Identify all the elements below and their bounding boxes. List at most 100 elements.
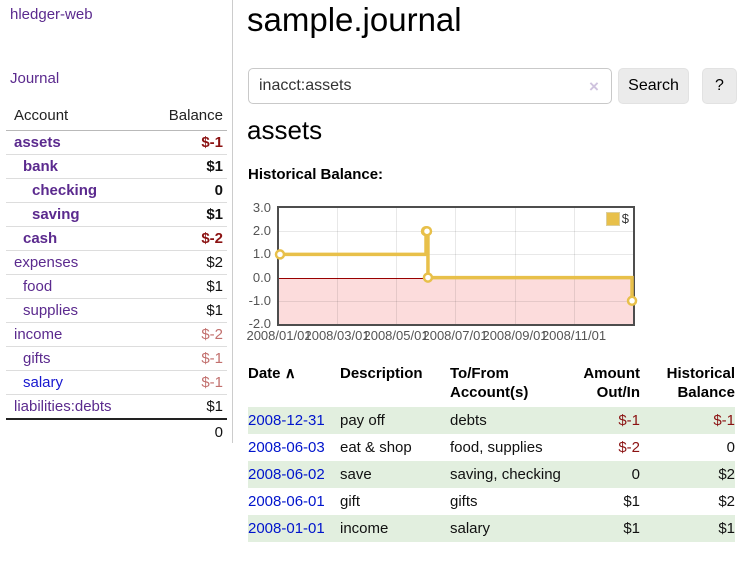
transaction-row[interactable]: 2008-06-01 gift gifts $1 $2 bbox=[248, 488, 735, 515]
account-balance: $-1 bbox=[201, 374, 223, 391]
sidebar-divider bbox=[232, 0, 233, 443]
account-balance: $1 bbox=[206, 278, 223, 295]
sidebar-total-value: 0 bbox=[214, 424, 223, 441]
transaction-balance: 0 bbox=[726, 439, 735, 456]
x-axis-tick: 2008/09/01 bbox=[482, 328, 548, 343]
transaction-amount: $-2 bbox=[618, 439, 640, 456]
legend-label: $ bbox=[621, 211, 629, 226]
sidebar-accounts: assets $-1 bank $1 checking 0 saving $1 cash $-2 e… bbox=[6, 131, 227, 419]
transaction-description: gift bbox=[340, 493, 361, 510]
register-header-row: Date ∧ Description To/From Account(s) Am… bbox=[248, 362, 735, 407]
balance-column-header: Historical Balance bbox=[666, 365, 735, 401]
x-axis-tick: 2008/01/01 bbox=[246, 328, 312, 343]
sidebar-accounts-table: Account Balance assets $-1 bank $1 checking 0… bbox=[6, 104, 227, 444]
clear-search-icon[interactable]: × bbox=[589, 77, 599, 96]
transaction-description: eat & shop bbox=[340, 439, 412, 456]
account-balance: $1 bbox=[206, 206, 223, 223]
account-heading: assets bbox=[247, 115, 323, 145]
account-balance: $-1 bbox=[201, 350, 223, 367]
transaction-date-link[interactable]: 2008-06-03 bbox=[248, 439, 325, 456]
account-row: cash $-2 bbox=[6, 227, 227, 251]
search-input[interactable] bbox=[248, 68, 612, 104]
account-balance: $2 bbox=[206, 254, 223, 271]
account-row: salary $-1 bbox=[6, 371, 227, 395]
account-row: food $1 bbox=[6, 275, 227, 299]
account-balance: $1 bbox=[206, 158, 223, 175]
brand-link[interactable]: hledger-web bbox=[10, 6, 93, 23]
account-link[interactable]: food bbox=[23, 278, 53, 295]
x-axis-tick: 2008/05/01 bbox=[363, 328, 429, 343]
y-axis-tick: 3.0 bbox=[252, 200, 271, 215]
transaction-accounts: food, supplies bbox=[450, 439, 543, 456]
account-balance: $-2 bbox=[201, 326, 223, 343]
account-balance: $1 bbox=[206, 398, 223, 415]
date-column-header[interactable]: Date ∧ bbox=[248, 365, 296, 382]
transaction-date-link[interactable]: 2008-06-02 bbox=[248, 466, 325, 483]
account-balance: $1 bbox=[206, 302, 223, 319]
sidebar-total-row: 0 bbox=[6, 418, 227, 444]
account-link[interactable]: income bbox=[14, 326, 63, 343]
account-link[interactable]: bank bbox=[23, 158, 59, 175]
transaction-amount: 0 bbox=[631, 466, 640, 483]
transaction-date-link[interactable]: 2008-06-01 bbox=[248, 493, 325, 510]
transaction-accounts: debts bbox=[450, 412, 487, 429]
y-axis-tick: 1.0 bbox=[252, 246, 271, 262]
account-row: gifts $-1 bbox=[6, 347, 227, 371]
transaction-row[interactable]: 2008-06-02 save saving, checking 0 $2 bbox=[248, 461, 735, 488]
chart-title: Historical Balance: bbox=[248, 166, 384, 183]
transaction-balance: $-1 bbox=[713, 412, 735, 429]
legend-swatch-icon bbox=[605, 211, 620, 226]
x-axis-tick: 2008/03/01 bbox=[304, 328, 370, 343]
transaction-accounts: saving, checking bbox=[450, 466, 561, 483]
transaction-amount: $1 bbox=[623, 493, 640, 510]
account-link[interactable]: supplies bbox=[23, 302, 79, 319]
search-button[interactable]: Search bbox=[618, 68, 689, 104]
transaction-row[interactable]: 2008-01-01 income salary $1 $1 bbox=[248, 515, 735, 542]
description-column-header: Description bbox=[340, 365, 423, 382]
balance-column-header: Balance bbox=[168, 107, 223, 124]
account-row: expenses $2 bbox=[6, 251, 227, 275]
transaction-row[interactable]: 2008-06-03 eat & shop food, supplies $-2 0 bbox=[248, 434, 735, 461]
account-link[interactable]: gifts bbox=[23, 350, 51, 367]
chart-legend: $ bbox=[604, 211, 630, 226]
register-table: Date ∧ Description To/From Account(s) Am… bbox=[248, 362, 735, 542]
account-link[interactable]: saving bbox=[32, 206, 80, 223]
transaction-date-link[interactable]: 2008-12-31 bbox=[248, 412, 325, 429]
account-row: income $-2 bbox=[6, 323, 227, 347]
account-row: supplies $1 bbox=[6, 299, 227, 323]
transaction-accounts: salary bbox=[450, 520, 491, 537]
account-balance: $-2 bbox=[201, 230, 223, 247]
page-title: sample.journal bbox=[247, 1, 462, 38]
account-link[interactable]: expenses bbox=[14, 254, 79, 271]
account-column-header: Account bbox=[14, 107, 69, 124]
y-axis-tick: 0.0 bbox=[252, 269, 271, 285]
account-row: liabilities:debts $1 bbox=[6, 395, 227, 419]
y-axis-tick: -1.0 bbox=[248, 292, 271, 308]
help-button[interactable]: ? bbox=[702, 68, 737, 104]
sidebar-accounts-header: Account Balance bbox=[6, 104, 227, 131]
sidebar-item-journal[interactable]: Journal bbox=[10, 70, 60, 87]
transaction-accounts: gifts bbox=[450, 493, 478, 510]
transaction-row[interactable]: 2008-12-31 pay off debts $-1 $-1 bbox=[248, 407, 735, 434]
account-row: saving $1 bbox=[6, 203, 227, 227]
account-link[interactable]: salary bbox=[23, 374, 64, 391]
account-row: assets $-1 bbox=[6, 131, 227, 155]
transaction-balance: $2 bbox=[718, 466, 735, 483]
account-link[interactable]: checking bbox=[32, 182, 98, 199]
y-axis-tick: 2.0 bbox=[252, 223, 271, 239]
sort-ascending-icon: ∧ bbox=[284, 365, 296, 382]
balance-chart[interactable]: $ bbox=[274, 206, 638, 326]
account-balance: 0 bbox=[214, 182, 223, 199]
x-axis-tick: 2008/11/01 bbox=[541, 328, 607, 343]
account-link[interactable]: cash bbox=[23, 230, 58, 247]
x-axis-tick: 2008/07/01 bbox=[422, 328, 488, 343]
account-row: checking 0 bbox=[6, 179, 227, 203]
transaction-date-link[interactable]: 2008-01-01 bbox=[248, 520, 325, 537]
transaction-amount: $1 bbox=[623, 520, 640, 537]
amount-column-header: Amount Out/In bbox=[583, 365, 640, 401]
account-link[interactable]: assets bbox=[14, 134, 61, 151]
transaction-amount: $-1 bbox=[618, 412, 640, 429]
account-link[interactable]: liabilities:debts bbox=[14, 398, 112, 415]
transaction-description: income bbox=[340, 520, 389, 537]
